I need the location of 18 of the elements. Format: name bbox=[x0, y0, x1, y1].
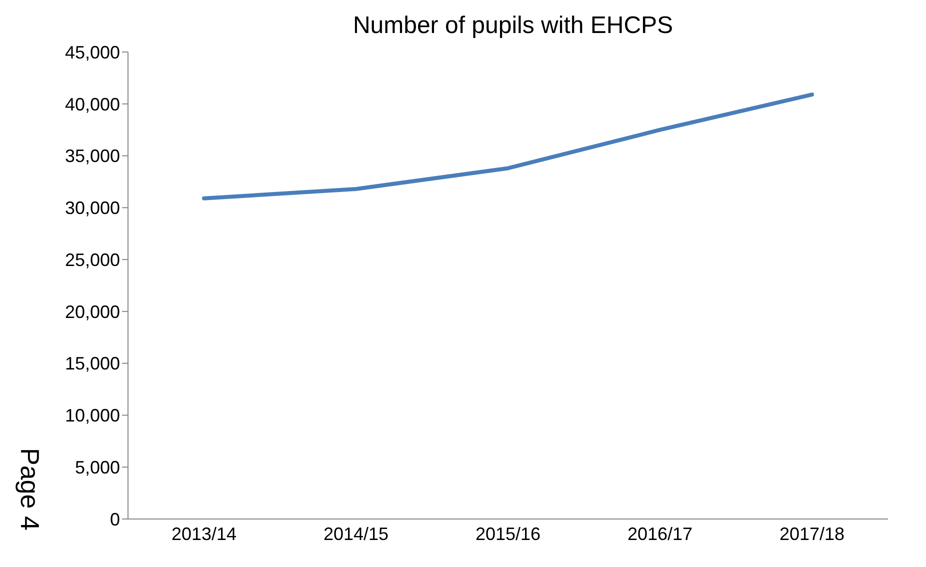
x-tick-label: 2015/16 bbox=[475, 524, 541, 544]
y-tick-label: 25,000 bbox=[64, 250, 120, 270]
x-tick-label: 2013/14 bbox=[171, 524, 237, 544]
line-series bbox=[202, 92, 814, 200]
chart-title: Number of pupils with EHCPS bbox=[352, 11, 674, 41]
y-tick-label: 35,000 bbox=[64, 146, 120, 166]
x-tick-label: 2017/18 bbox=[779, 524, 845, 544]
y-tick-label: 5,000 bbox=[74, 458, 120, 478]
x-tick-label: 2014/15 bbox=[323, 524, 389, 544]
y-tick-label: 40,000 bbox=[64, 94, 120, 114]
y-tick-label: 45,000 bbox=[64, 42, 120, 62]
x-tick-label: 2016/17 bbox=[627, 524, 693, 544]
text: Page 4 bbox=[14, 448, 45, 530]
y-tick-label: 20,000 bbox=[64, 302, 120, 322]
y-tick-label: 15,000 bbox=[64, 354, 120, 374]
y-tick-label: 30,000 bbox=[64, 198, 120, 218]
y-tick-label: 0 bbox=[110, 509, 120, 530]
y-tick-label: 10,000 bbox=[64, 406, 120, 426]
